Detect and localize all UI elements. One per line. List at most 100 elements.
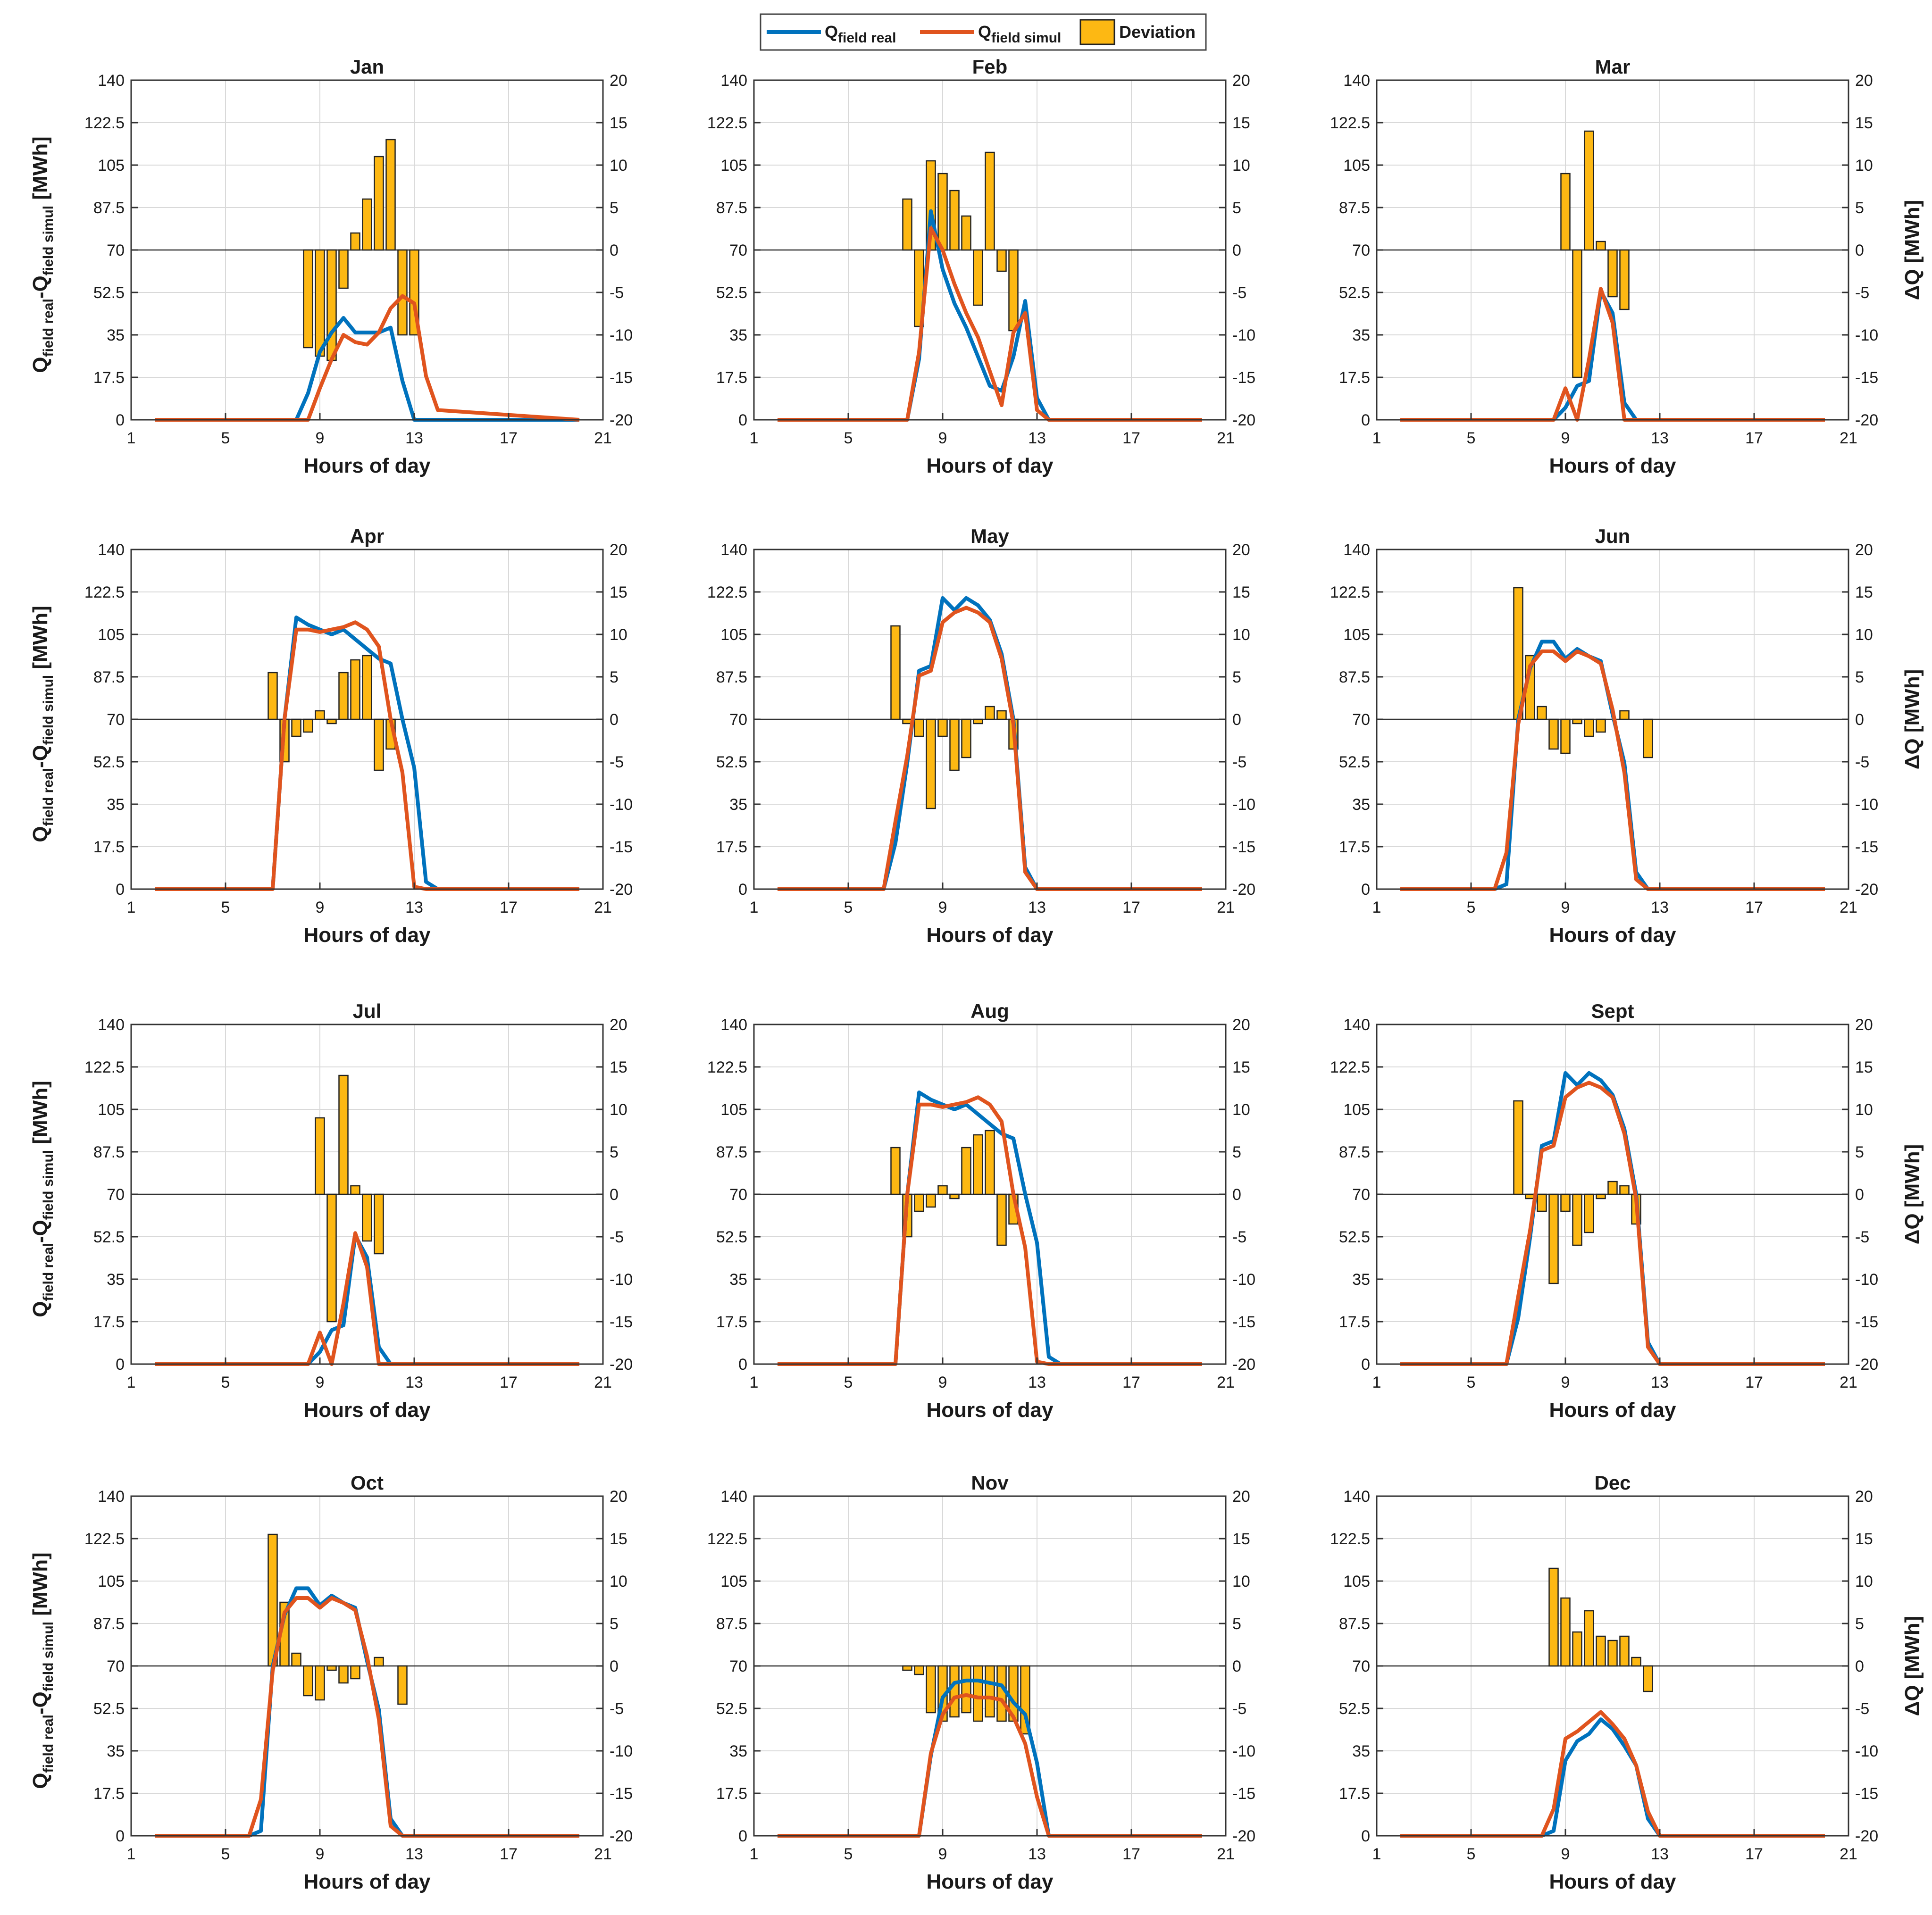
x-tick-label: 5 [221,1374,230,1391]
x-tick-label: 13 [1028,1374,1046,1391]
y-left-tick-label: 122.5 [84,114,125,132]
deviation-bar [996,710,1007,720]
series-real-line [155,316,579,422]
x-axis-label: Hours of day [1549,924,1676,947]
panel-title: May [970,525,1009,547]
x-axis-label: Hours of day [927,1399,1054,1422]
x-tick-label: 17 [1745,429,1763,447]
x-tick-label: 9 [1561,899,1570,916]
x-tick-label: 21 [1217,1845,1235,1863]
y-left-tick-label: 52.5 [716,284,747,302]
y-right-tick-label: 0 [1855,1657,1864,1675]
y-right-tick-label: -10 [1855,326,1878,344]
y-left-tick-label: 87.5 [716,199,747,217]
y-right-tick-label: -15 [1232,1313,1255,1331]
y-left-tick-label: 140 [720,1488,747,1506]
deviation-bar [362,198,372,251]
y-right-tick-label: 15 [1232,114,1250,132]
y-right-tick-label: 20 [1855,541,1873,559]
y-right-tick-label: 15 [610,583,627,601]
panel-may: 1 5 9 13 17 21017.53552.57087.5105122.5140-20… [707,525,1255,947]
x-tick-label: 13 [405,1845,423,1863]
x-tick-label: 1 [1372,1374,1381,1391]
deviation-bar [385,139,396,251]
y-right-tick-label: 15 [1855,1058,1873,1076]
y-left-tick-label: 35 [107,326,125,344]
deviation-bar [374,1193,384,1255]
deviation-bar [949,1193,960,1199]
y-left-tick-label: 17.5 [1339,1313,1370,1331]
deviation-bar [362,1193,372,1242]
y-right-tick-label: 0 [1232,241,1241,259]
y-left-tick-label: 17.5 [716,838,747,856]
series-real-line [1400,1071,1825,1366]
y-left-tick-label: 0 [1361,411,1370,429]
y-right-tick-label: -10 [610,1271,633,1289]
deviation-bar [1537,706,1547,720]
y-left-tick-label: 70 [1352,711,1370,729]
deviation-bar [1584,130,1594,251]
y-left-tick-label: 0 [738,411,747,429]
y-left-tick-label: 70 [729,241,747,259]
x-tick-label: 5 [1467,899,1476,916]
y-right-tick-label: 15 [1855,583,1873,601]
deviation-bar [949,1665,960,1718]
deviation-bar [1537,1193,1547,1212]
y-right-tick-label: -20 [1232,1356,1255,1374]
y-left-tick-label: 70 [1352,1186,1370,1204]
x-tick-label: 5 [844,429,853,447]
x-tick-label: 17 [1122,429,1140,447]
x-tick-label: 21 [1217,899,1235,916]
x-tick-label: 13 [1028,429,1046,447]
y-right-tick-label: -5 [1232,1700,1246,1718]
deviation-bar [1607,249,1618,298]
y-right-tick-label: 5 [1232,1143,1241,1161]
y-left-axis-label: Qfield real-Qfield simul [MWh] [29,1081,56,1317]
deviation-bar [985,151,995,251]
panel-jun: 1 5 9 13 17 21017.53552.57087.5105122.5140-20… [1330,525,1924,947]
deviation-bar [374,1657,384,1667]
y-right-tick-label: 5 [610,1143,619,1161]
deviation-bar [1619,710,1630,720]
y-left-tick-label: 122.5 [1330,114,1370,132]
y-left-tick-label: 105 [1343,626,1370,644]
deviation-bar [902,198,912,251]
y-right-tick-label: -20 [1855,881,1878,899]
y-left-tick-label: 70 [1352,241,1370,259]
y-left-tick-label: 122.5 [1330,583,1370,601]
y-right-tick-label: -20 [1232,411,1255,429]
deviation-bar [268,672,278,720]
y-left-tick-label: 17.5 [716,1785,747,1803]
deviation-bar [1548,1193,1559,1284]
y-right-tick-label: -10 [1232,796,1255,814]
deviation-bar [902,1665,912,1671]
x-tick-label: 17 [1745,899,1763,916]
x-tick-label: 5 [1467,1374,1476,1391]
y-right-tick-label: -5 [1232,753,1246,771]
y-right-tick-label: 15 [1855,114,1873,132]
y-right-tick-label: 5 [1855,1615,1864,1633]
y-right-tick-label: -15 [1855,1313,1878,1331]
deviation-bar [973,1134,983,1195]
deviation-bar [914,1193,924,1212]
y-right-tick-label: -15 [1855,369,1878,387]
y-left-tick-label: 70 [729,1657,747,1675]
x-tick-label: 1 [750,899,759,916]
y-right-tick-label: -15 [610,1313,633,1331]
y-left-tick-label: 17.5 [1339,838,1370,856]
deviation-bar [1572,1631,1582,1667]
y-right-tick-label: 0 [1855,241,1864,259]
deviation-bar [326,249,337,361]
x-axis-label: Hours of day [927,454,1054,477]
y-left-tick-label: 87.5 [1339,1615,1370,1633]
x-tick-label: 9 [938,899,947,916]
y-left-tick-label: 0 [116,1356,125,1374]
x-tick-label: 9 [938,1845,947,1863]
y-right-tick-label: 10 [610,1573,627,1590]
y-right-tick-label: -15 [610,369,633,387]
y-left-tick-label: 87.5 [716,1143,747,1161]
y-left-tick-label: 140 [720,541,747,559]
deviation-bar [961,718,971,758]
x-tick-label: 21 [594,429,612,447]
deviation-bar [973,249,983,306]
